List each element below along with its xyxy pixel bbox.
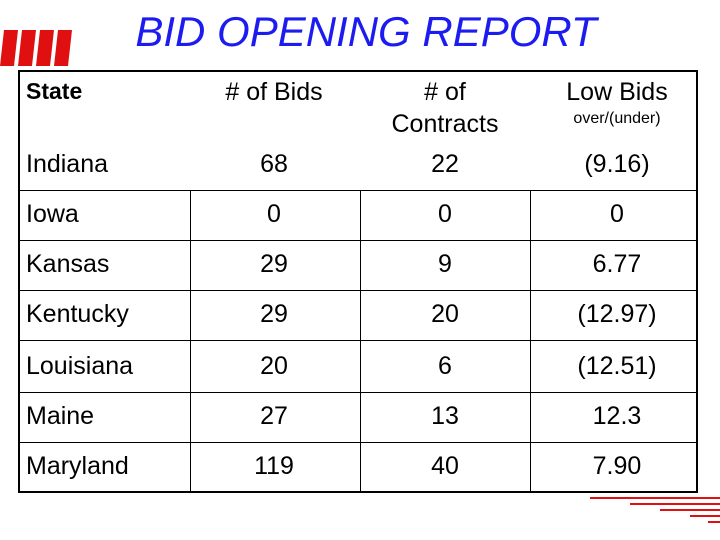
header-cell: # of Contracts	[391, 78, 499, 138]
header-cell: State	[26, 78, 83, 104]
header-note: over/(under)	[573, 110, 661, 127]
table-cell: 12.3	[592, 402, 642, 430]
table-cell: 20	[431, 300, 459, 328]
row-label: Kansas	[26, 250, 110, 278]
row-divider	[20, 190, 696, 191]
row-divider	[20, 392, 696, 393]
table-cell: (12.51)	[577, 352, 657, 380]
slide-title: BID OPENING REPORT	[135, 8, 597, 55]
footer-stripes	[590, 497, 720, 523]
table-cell: 7.90	[592, 452, 642, 480]
table-cell: 119	[254, 452, 294, 480]
row-divider	[20, 290, 696, 291]
table-cell: (12.97)	[577, 300, 657, 328]
table-cell: 13	[431, 402, 459, 430]
row-label: Maine	[26, 402, 95, 430]
row-label: Indiana	[26, 150, 109, 178]
column-divider	[360, 190, 361, 491]
table-cell: 0	[438, 200, 452, 228]
table-cell: 6	[438, 352, 452, 380]
row-divider	[20, 240, 696, 241]
table-cell: 29	[260, 250, 288, 278]
row-label: Iowa	[26, 200, 79, 228]
header-cell: # of Bids	[225, 78, 323, 106]
column-divider	[190, 190, 191, 491]
row-label: Maryland	[26, 452, 129, 480]
table-cell: 0	[267, 200, 281, 228]
table-cell: 40	[431, 452, 459, 480]
table-cell: 22	[431, 150, 459, 178]
table-cell: 68	[260, 150, 288, 178]
row-divider	[20, 340, 696, 341]
header-cell: Low Bids	[566, 78, 668, 106]
table-cell: (9.16)	[584, 150, 650, 178]
logo	[0, 30, 72, 66]
column-divider	[530, 190, 531, 491]
row-label: Louisiana	[26, 352, 134, 380]
table-cell: 20	[260, 352, 288, 380]
table-cell: 29	[260, 300, 288, 328]
table-cell: 0	[610, 200, 624, 228]
row-divider	[20, 442, 696, 443]
table-cell: 9	[438, 250, 452, 278]
table-cell: 6.77	[592, 250, 642, 278]
table-cell: 27	[260, 402, 288, 430]
row-label: Kentucky	[26, 300, 129, 328]
bid-table: State # of Bids # of Contracts Low Bids over…	[18, 70, 698, 493]
